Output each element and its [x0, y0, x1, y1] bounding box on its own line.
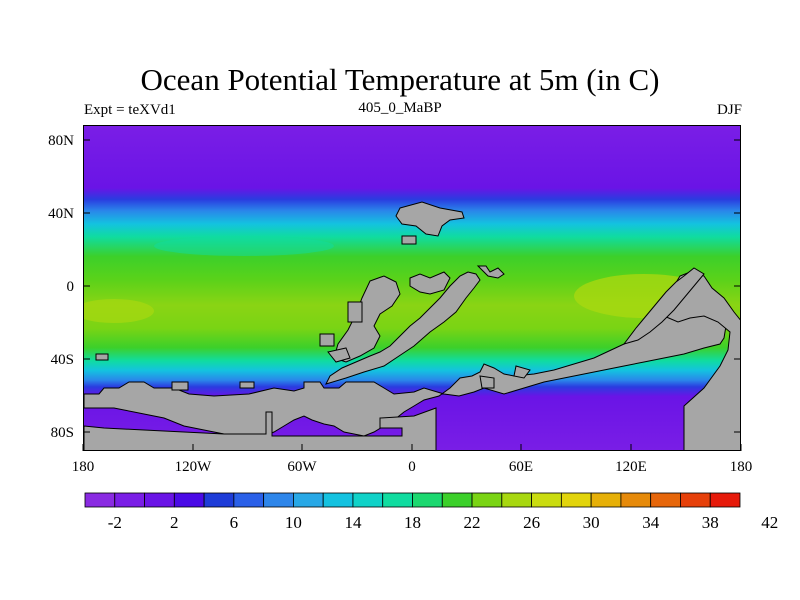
- colorbar-label: 26: [523, 513, 540, 532]
- x-tick-label: 120W: [175, 459, 213, 475]
- y-tick-label: 40N: [48, 206, 74, 222]
- colorbar-label: 38: [702, 513, 719, 532]
- x-tick-label: 60E: [509, 459, 533, 475]
- colorbar: [84, 492, 741, 508]
- temperature-map: [84, 126, 740, 450]
- colorbar-label: 22: [464, 513, 481, 532]
- colorbar-swatch: [412, 492, 443, 508]
- colorbar-swatch: [382, 492, 413, 508]
- colorbar-swatch: [352, 492, 384, 508]
- x-tick-label: 180: [72, 459, 95, 475]
- colorbar-label: 30: [583, 513, 600, 532]
- colorbar-swatch: [144, 492, 175, 508]
- colorbar-label: 14: [345, 513, 363, 532]
- season-label: DJF: [716, 102, 742, 118]
- colorbar-swatch: [322, 492, 354, 508]
- colorbar-swatch: [293, 492, 324, 508]
- colorbar-swatch: [471, 492, 503, 508]
- colorbar-label: 18: [404, 513, 421, 532]
- colorbar-swatch: [560, 492, 592, 508]
- colorbar-label: -2: [108, 513, 122, 532]
- y-tick-label: 0: [67, 279, 75, 295]
- colorbar-labels: -2 2 6 10 14 18 22 26 30 34 38 42: [108, 513, 779, 532]
- warm-pool-east-pacific: [84, 299, 154, 323]
- y-tick-label: 80N: [48, 133, 74, 149]
- map-panel: [83, 125, 741, 451]
- colorbar-swatch: [114, 492, 145, 508]
- colorbar-label: 42: [761, 513, 778, 532]
- colorbar-swatch: [233, 492, 265, 508]
- colorbar-swatch: [590, 492, 622, 508]
- x-tick-label: 60W: [287, 459, 317, 475]
- colorbar-swatch: [680, 492, 711, 508]
- colorbar-swatch: [531, 492, 562, 508]
- colorbar-label: 34: [642, 513, 660, 532]
- y-tick-label: 80S: [51, 425, 74, 441]
- plot-title: Ocean Potential Temperature at 5m (in C): [140, 62, 660, 97]
- x-tick-label: 0: [408, 459, 416, 475]
- land-masses: [84, 201, 740, 450]
- experiment-label: Expt = teXVd1: [84, 102, 176, 118]
- colorbar-swatch: [620, 492, 652, 508]
- colorbar-swatch: [441, 492, 473, 508]
- colorbar-swatch: [173, 492, 205, 508]
- colorbar-swatch: [263, 492, 294, 508]
- colorbar-swatch: [203, 492, 235, 508]
- cool-tongue-north: [154, 236, 334, 256]
- x-tick-label: 120E: [615, 459, 647, 475]
- colorbar-label: 10: [285, 513, 302, 532]
- colorbar-swatch: [501, 492, 532, 508]
- y-tick-label: 40S: [51, 352, 74, 368]
- colorbar-label: 6: [230, 513, 239, 532]
- colorbar-swatch: [709, 492, 741, 508]
- time-label: 405_0_MaBP: [358, 100, 442, 116]
- colorbar-label: 2: [170, 513, 179, 532]
- colorbar-swatch: [84, 492, 116, 508]
- colorbar-swatch: [650, 492, 681, 508]
- x-tick-label: 180: [730, 459, 753, 475]
